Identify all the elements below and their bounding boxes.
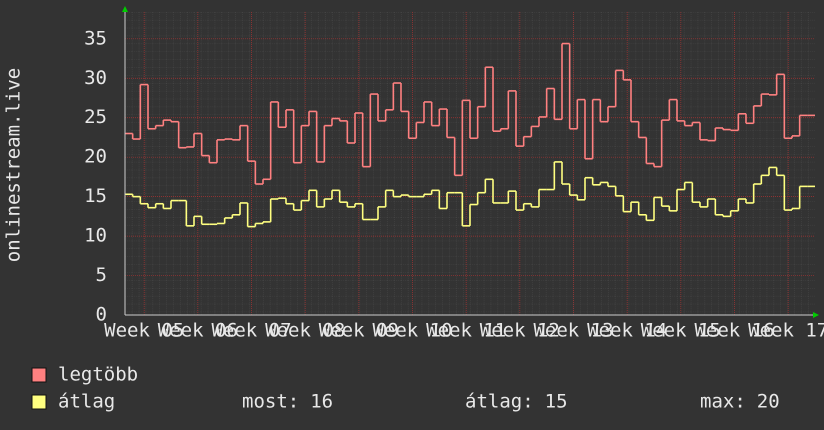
x-tick-label: Week 05 <box>104 320 184 342</box>
x-tick-label: Week 10 <box>372 320 452 342</box>
legend-label: legtöbb <box>58 364 138 386</box>
stat-label: átlag: <box>465 391 534 413</box>
y-tick-label: 15 <box>84 185 107 207</box>
x-tick-label: Week 13 <box>533 320 613 342</box>
y-tick-label: 25 <box>84 106 107 128</box>
stat-value: 15 <box>545 391 568 413</box>
x-tick-label: Week 12 <box>480 320 560 342</box>
x-tick-label: Week 08 <box>265 320 345 342</box>
x-tick-label: Week 14 <box>587 320 667 342</box>
legend-label: átlag <box>58 391 115 413</box>
x-tick-label: Week 11 <box>426 320 506 342</box>
x-tick-label: Week 16 <box>694 320 774 342</box>
step-risers <box>131 161 801 227</box>
y-tick-label: 20 <box>84 146 107 168</box>
step-risers <box>131 43 801 185</box>
legend-swatch <box>31 367 47 383</box>
y-tick-label: 30 <box>84 67 107 89</box>
x-tick-label: Week 07 <box>211 320 291 342</box>
y-tick-label: 0 <box>96 304 107 326</box>
stat-value: 20 <box>757 391 780 413</box>
stat-label: most: <box>242 391 299 413</box>
x-tick-label: Week 17 <box>748 320 824 342</box>
plot-area <box>125 12 815 316</box>
x-tick-label: Week 15 <box>641 320 721 342</box>
x-arrow <box>813 312 819 318</box>
y-tick-label: 35 <box>84 27 107 49</box>
minor-grid <box>125 12 815 315</box>
y-tick-label: 10 <box>84 225 107 247</box>
y-axis-label: onlinestream.live <box>3 68 25 262</box>
y-arrow <box>122 6 128 12</box>
x-tick-label: Week 06 <box>158 320 238 342</box>
legend-swatch <box>31 394 47 410</box>
x-tick-label: Week 09 <box>319 320 399 342</box>
stat-value: 16 <box>310 391 333 413</box>
y-tick-label: 5 <box>96 264 107 286</box>
stat-label: max: <box>700 391 746 413</box>
